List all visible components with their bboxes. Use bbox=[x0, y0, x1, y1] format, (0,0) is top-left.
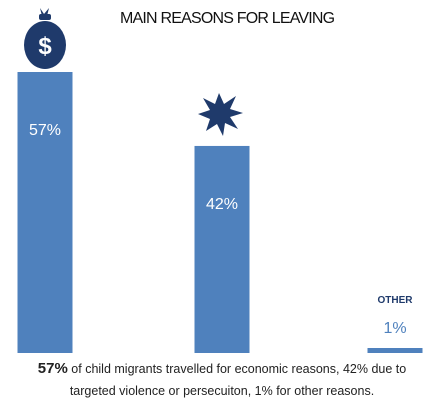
bar-2 bbox=[194, 145, 250, 353]
bars-group bbox=[17, 72, 423, 353]
category-label-3: OTHER bbox=[378, 295, 414, 306]
money-bag-icon: $ bbox=[24, 8, 66, 69]
chart-title: MAIN REASONS FOR LEAVING bbox=[120, 10, 335, 27]
caption-highlight: 57% bbox=[37, 360, 68, 377]
explosion-icon bbox=[198, 93, 243, 136]
caption-text-1: of child migrants travelled for economic… bbox=[67, 362, 407, 376]
caption: 57% of child migrants travelled for econ… bbox=[0, 358, 444, 402]
bar-3 bbox=[367, 348, 423, 353]
caption-line-1: 57% of child migrants travelled for econ… bbox=[0, 358, 444, 380]
value-label-3: 1% bbox=[383, 320, 406, 337]
value-label-2: 42% bbox=[206, 196, 238, 213]
money-bag-symbol: $ bbox=[38, 33, 52, 60]
labels-group: 57% 42% 1% OTHER bbox=[29, 122, 413, 337]
caption-line-2: targeted violence or persecuiton, 1% for… bbox=[69, 384, 375, 398]
value-label-1: 57% bbox=[29, 122, 61, 139]
bar-1 bbox=[17, 72, 73, 353]
